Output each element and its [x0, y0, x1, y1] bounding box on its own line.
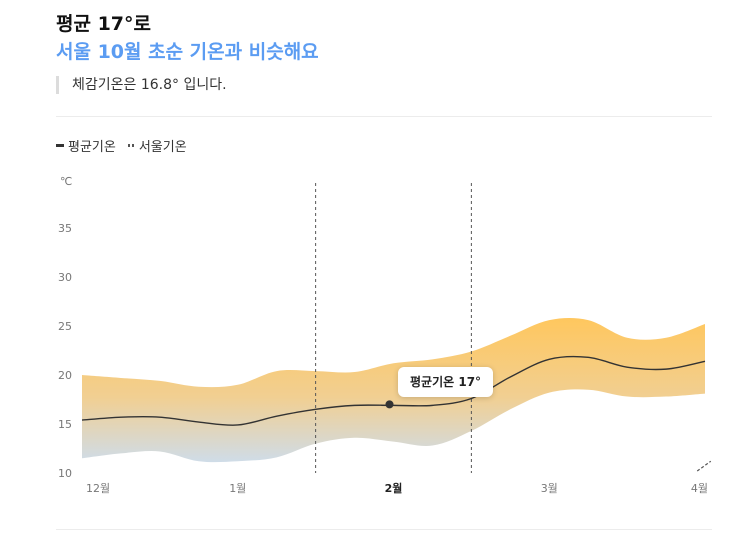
y-tick-label: 25 [58, 320, 72, 333]
x-tick-label: 1월 [229, 482, 246, 495]
temperature-range-band [82, 318, 705, 463]
y-tick-label: 15 [58, 418, 72, 431]
legend-item-avg[interactable]: 평균기온 [56, 136, 116, 155]
page-subtitle: 서울 10월 초순 기온과 비슷해요 [56, 41, 319, 63]
feels-like-text: 체감기온은 16.8° 입니다. [56, 76, 227, 94]
legend-dashed-line-icon [127, 144, 135, 147]
legend-solid-line-icon [56, 144, 64, 147]
page-title: 평균 17°로 [56, 13, 151, 35]
y-tick-label: 10 [58, 467, 72, 480]
x-tick-label: 12월 [86, 482, 110, 495]
y-axis-unit: ℃ [60, 175, 72, 188]
avg-temp-line [81, 355, 706, 426]
top-divider [56, 116, 712, 117]
legend-avg-label: 평균기온 [68, 140, 116, 155]
bottom-divider [56, 529, 712, 530]
x-tick-label: 4월 [691, 482, 708, 495]
x-tick-label: 2월 [385, 481, 403, 495]
y-tick-label: 30 [58, 271, 72, 284]
y-tick-label: 35 [58, 222, 72, 235]
highlight-point[interactable] [385, 400, 394, 409]
y-tick-label: 20 [58, 369, 72, 382]
avg-temp-tooltip: 평균기온 17° [398, 367, 494, 397]
x-tick-label: 3월 [541, 482, 558, 495]
legend-seoul-label: 서울기온 [138, 140, 187, 155]
chart-legend: 평균기온 서울기온 [56, 136, 199, 155]
legend-item-seoul[interactable]: 서울기온 [127, 136, 187, 155]
seoul-temp-line [696, 460, 712, 472]
